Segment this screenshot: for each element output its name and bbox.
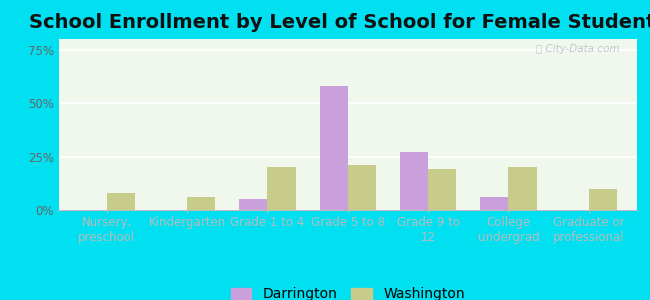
Bar [187,197,215,210]
Bar [320,86,348,210]
Bar [428,169,456,210]
Bar [400,152,428,210]
Title: School Enrollment by Level of School for Female Students: School Enrollment by Level of School for… [29,13,650,32]
Legend: Darrington, Washington: Darrington, Washington [226,283,469,300]
Bar [480,197,508,210]
Bar [267,167,296,210]
Bar [589,189,617,210]
Text: ⓘ City-Data.com: ⓘ City-Data.com [536,44,619,54]
Bar [107,193,135,210]
Bar [508,167,536,210]
Bar [348,165,376,210]
Bar [239,199,267,210]
